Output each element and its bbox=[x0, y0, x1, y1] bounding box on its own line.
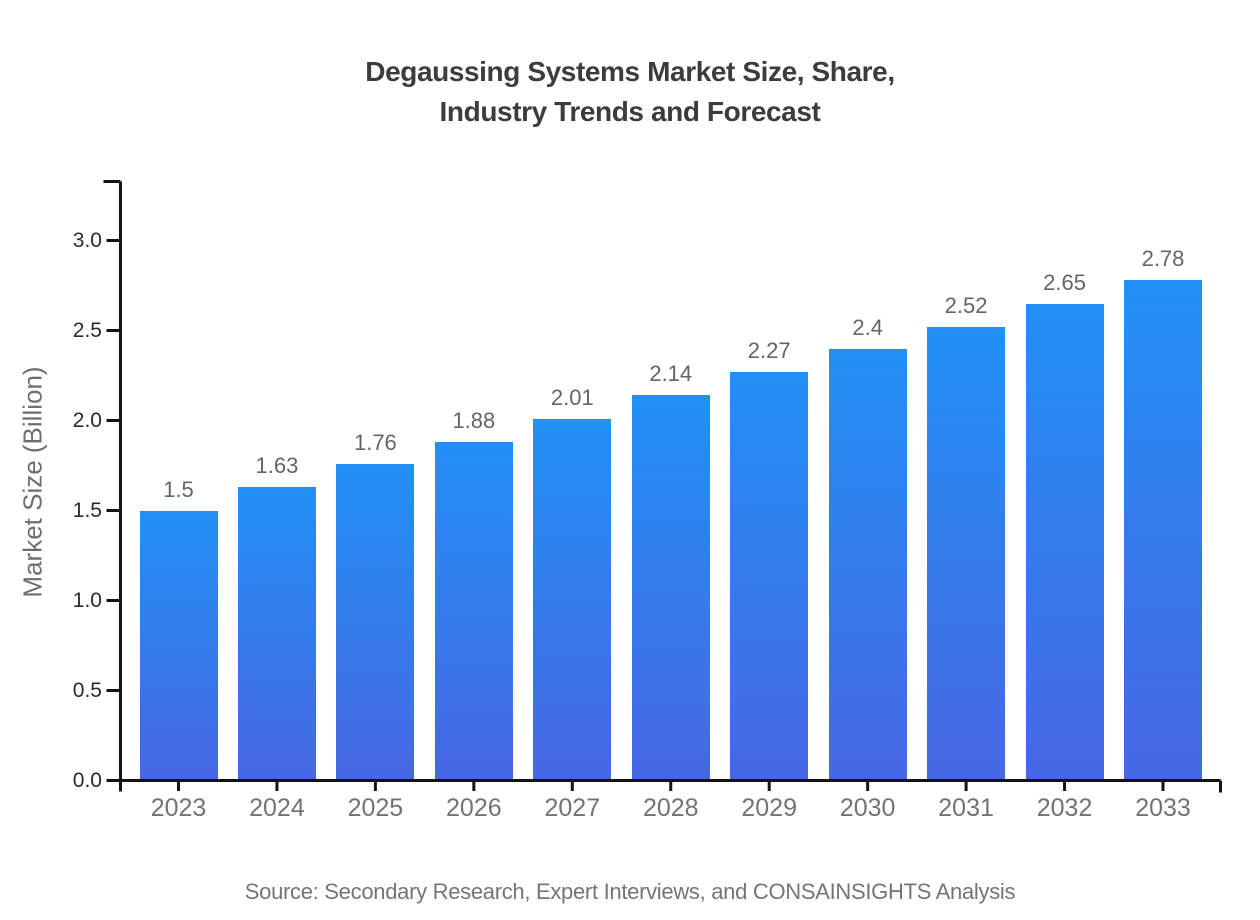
bar bbox=[730, 371, 809, 781]
x-tick-label: 2025 bbox=[347, 794, 404, 822]
bar-value-label: 1.63 bbox=[255, 453, 299, 479]
y-tick-label: 2.0 bbox=[72, 408, 102, 432]
bar bbox=[1025, 303, 1104, 781]
x-tick-label: 2027 bbox=[544, 794, 601, 822]
x-tick-label: 2024 bbox=[249, 794, 305, 822]
y-tick-label: 2.5 bbox=[72, 318, 102, 342]
bar bbox=[533, 418, 612, 781]
bar-value-label: 2.01 bbox=[550, 384, 594, 410]
bar bbox=[434, 442, 513, 781]
x-tick-label: 2030 bbox=[839, 794, 896, 822]
chart-title-line-1: Degaussing Systems Market Size, Share, bbox=[365, 56, 895, 87]
source-note: Source: Secondary Research, Expert Inter… bbox=[244, 879, 1016, 904]
x-tick-label: 2029 bbox=[741, 794, 797, 822]
bar bbox=[631, 395, 710, 781]
bar-value-label: 2.52 bbox=[944, 292, 988, 318]
x-tick-label: 2023 bbox=[150, 794, 207, 822]
bar bbox=[828, 348, 907, 781]
bar-value-label: 2.65 bbox=[1043, 269, 1086, 295]
bar-value-label: 1.88 bbox=[452, 408, 496, 434]
bar-value-label: 2.4 bbox=[852, 314, 883, 340]
y-axis-title: Market Size (Billion) bbox=[17, 366, 48, 598]
y-tick-label: 1.0 bbox=[72, 588, 102, 612]
x-tick-label: 2026 bbox=[446, 794, 502, 822]
y-tick-label: 1.5 bbox=[72, 498, 102, 522]
bar-value-label: 2.14 bbox=[649, 361, 693, 387]
chart-title: Degaussing Systems Market Size, Share, I… bbox=[0, 52, 1260, 132]
x-tick-label: 2033 bbox=[1135, 794, 1191, 822]
bar bbox=[927, 326, 1006, 781]
bar-value-label: 1.5 bbox=[163, 476, 194, 502]
x-tick-label: 2031 bbox=[938, 794, 994, 822]
bar bbox=[336, 463, 415, 781]
bar-value-label: 1.76 bbox=[353, 429, 397, 455]
chart-title-line-2: Industry Trends and Forecast bbox=[439, 96, 821, 127]
y-tick-label: 0.0 bbox=[72, 768, 102, 792]
bar-value-label: 2.27 bbox=[747, 337, 791, 363]
y-tick-label: 0.5 bbox=[72, 678, 102, 702]
bar-value-label: 2.78 bbox=[1141, 246, 1185, 272]
bar bbox=[139, 510, 218, 781]
x-tick-label: 2028 bbox=[642, 794, 699, 822]
bar bbox=[237, 487, 316, 781]
bar bbox=[1124, 280, 1202, 781]
y-tick-label: 3.0 bbox=[72, 228, 102, 252]
x-tick-label: 2032 bbox=[1036, 794, 1093, 822]
